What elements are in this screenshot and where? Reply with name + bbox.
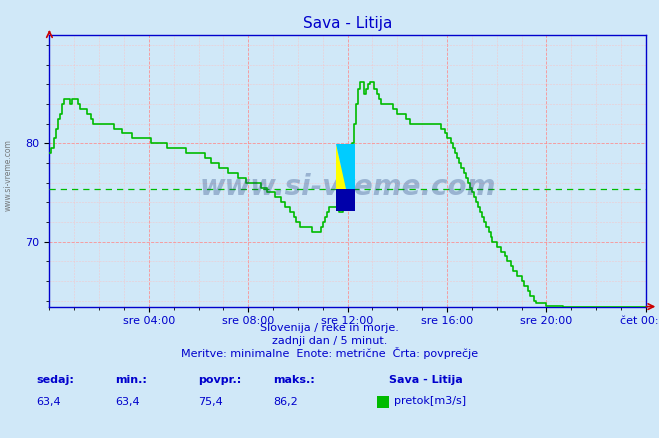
Text: sedaj:: sedaj: (36, 375, 74, 385)
Bar (337, 188, 355, 211)
Text: zadnji dan / 5 minut.: zadnji dan / 5 minut. (272, 336, 387, 346)
Polygon shape (337, 144, 355, 188)
Text: povpr.:: povpr.: (198, 375, 241, 385)
Polygon shape (337, 144, 346, 188)
Text: www.si-vreme.com: www.si-vreme.com (200, 173, 496, 201)
Text: Slovenija / reke in morje.: Slovenija / reke in morje. (260, 323, 399, 333)
Text: min.:: min.: (115, 375, 147, 385)
Text: Sava - Litija: Sava - Litija (389, 375, 463, 385)
Text: maks.:: maks.: (273, 375, 315, 385)
Title: Sava - Litija: Sava - Litija (303, 16, 392, 31)
Text: Meritve: minimalne  Enote: metrične  Črta: povprečje: Meritve: minimalne Enote: metrične Črta:… (181, 347, 478, 359)
Text: 63,4: 63,4 (36, 397, 61, 407)
Text: pretok[m3/s]: pretok[m3/s] (394, 396, 466, 406)
Text: www.si-vreme.com: www.si-vreme.com (3, 139, 13, 211)
Text: 86,2: 86,2 (273, 397, 299, 407)
Bar (337, 166, 346, 188)
Text: 75,4: 75,4 (198, 397, 223, 407)
Text: 63,4: 63,4 (115, 397, 140, 407)
